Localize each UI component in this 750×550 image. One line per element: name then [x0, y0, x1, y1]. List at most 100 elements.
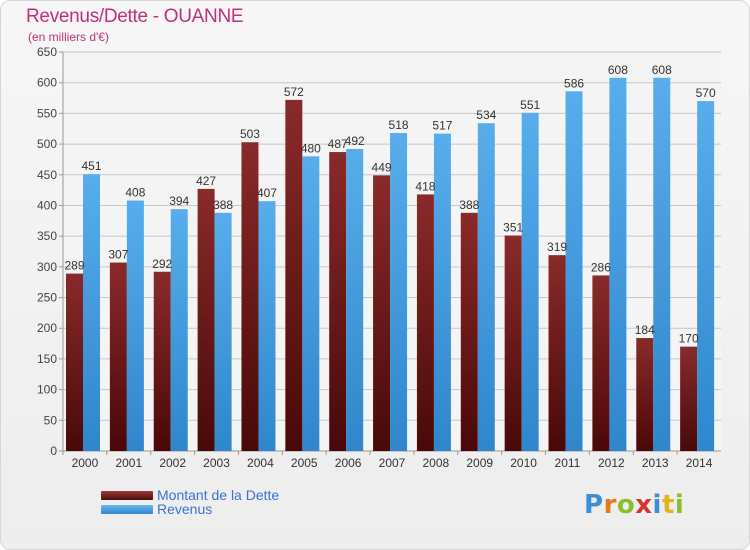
legend-label-dette: Montant de la Dette [157, 487, 280, 503]
x-tick-label-2000: 2000 [72, 456, 99, 470]
x-tick-label-2003: 2003 [203, 456, 230, 470]
data-label-dette-2014: 170 [679, 332, 699, 346]
x-tick-label-2012: 2012 [598, 456, 625, 470]
y-tick-label: 550 [37, 106, 57, 120]
data-label-dette-2013: 184 [635, 323, 655, 337]
bar-revenus-2014 [697, 101, 715, 451]
legend-swatch-revenus [101, 504, 153, 514]
bar-dette-2002 [153, 271, 171, 451]
data-label-revenus-2012: 608 [608, 63, 628, 77]
data-label-revenus-2007: 518 [389, 118, 409, 132]
bar-revenus-2007 [390, 133, 408, 451]
bar-revenus-2005 [302, 156, 320, 451]
data-label-dette-2005: 572 [284, 85, 304, 99]
bar-dette-2010 [504, 235, 522, 451]
y-tick-label: 50 [44, 413, 58, 427]
y-tick-label: 500 [37, 137, 57, 151]
x-tick-label-2001: 2001 [115, 456, 142, 470]
x-tick-label-2002: 2002 [159, 456, 186, 470]
data-label-revenus-2006: 492 [345, 134, 365, 148]
x-tick-label-2014: 2014 [686, 456, 713, 470]
x-tick-label-2013: 2013 [642, 456, 669, 470]
data-label-dette-2001: 307 [108, 248, 128, 262]
bar-revenus-2009 [477, 123, 495, 452]
bar-revenus-2013 [653, 77, 671, 451]
data-label-revenus-2001: 408 [125, 186, 145, 200]
bar-revenus-2000 [83, 174, 100, 451]
x-tick-label-2010: 2010 [510, 456, 537, 470]
y-tick-label: 250 [37, 291, 57, 305]
bar-revenus-2006 [346, 148, 364, 452]
x-tick-label-2007: 2007 [379, 456, 406, 470]
data-label-revenus-2010: 551 [520, 98, 540, 112]
legend-swatch-dette [101, 490, 153, 500]
bar-dette-2011 [548, 255, 566, 451]
bar-revenus-2002 [170, 209, 188, 451]
data-label-revenus-2000: 451 [81, 159, 101, 173]
data-label-revenus-2011: 586 [564, 76, 584, 90]
x-tick-label-2008: 2008 [423, 456, 450, 470]
y-tick-label: 350 [37, 229, 57, 243]
bar-dette-2008 [416, 194, 434, 452]
bar-dette-2007 [373, 175, 391, 452]
legend-item-dette: Montant de la Dette [101, 487, 279, 503]
data-label-dette-2012: 286 [591, 260, 611, 274]
bar-revenus-2008 [433, 133, 451, 451]
bar-dette-2003 [197, 188, 215, 451]
data-label-revenus-2003: 388 [213, 198, 233, 212]
y-tick-label: 650 [37, 45, 57, 59]
bar-revenus-2004 [258, 201, 276, 451]
data-label-dette-2006: 487 [328, 137, 348, 151]
y-tick-label: 0 [50, 444, 57, 458]
data-label-dette-2003: 427 [196, 174, 216, 188]
data-label-dette-2000: 289 [64, 259, 84, 273]
x-tick-label-2006: 2006 [335, 456, 362, 470]
y-tick-label: 400 [37, 198, 57, 212]
chart-subtitle: (en milliers d'€) [28, 30, 109, 44]
bar-revenus-2012 [609, 77, 627, 451]
data-label-dette-2010: 351 [503, 221, 523, 235]
legend-label-revenus: Revenus [157, 501, 213, 517]
y-tick-label: 300 [37, 260, 57, 274]
y-tick-label: 150 [37, 352, 57, 366]
data-label-revenus-2009: 534 [476, 108, 496, 122]
y-tick-label: 450 [37, 168, 57, 182]
legend-item-revenus: Revenus [101, 501, 212, 517]
y-tick-label: 100 [37, 383, 57, 397]
bar-revenus-2003 [214, 212, 232, 451]
x-tick-label-2004: 2004 [247, 456, 274, 470]
data-label-dette-2009: 388 [459, 198, 479, 212]
chart-title: Revenus/Dette - OUANNE [26, 6, 244, 27]
bar-dette-2014 [680, 346, 698, 451]
x-tick-label-2005: 2005 [291, 456, 318, 470]
y-tick-label: 600 [37, 76, 57, 90]
bar-revenus-2001 [126, 200, 144, 451]
data-label-dette-2008: 418 [415, 179, 435, 193]
data-label-dette-2004: 503 [240, 127, 260, 141]
bar-dette-2004 [241, 142, 259, 451]
bar-dette-2005 [285, 99, 303, 451]
bar-dette-2000 [66, 273, 83, 451]
data-label-revenus-2002: 394 [169, 194, 189, 208]
data-label-revenus-2008: 517 [432, 119, 452, 133]
bar-revenus-2011 [565, 91, 583, 451]
data-label-revenus-2005: 480 [301, 141, 321, 155]
x-tick-label-2009: 2009 [466, 456, 493, 470]
y-tick-label: 200 [37, 321, 57, 335]
bar-dette-2006 [329, 152, 347, 451]
data-label-dette-2002: 292 [152, 257, 172, 271]
data-label-revenus-2004: 407 [257, 186, 277, 200]
bar-dette-2012 [592, 275, 610, 451]
bar-revenus-2010 [521, 112, 539, 452]
bar-dette-2001 [109, 262, 127, 451]
data-label-revenus-2013: 608 [652, 63, 672, 77]
data-label-revenus-2014: 570 [696, 86, 716, 100]
bar-dette-2013 [636, 338, 654, 451]
x-tick-label-2011: 2011 [555, 456, 581, 470]
data-label-dette-2007: 449 [372, 160, 392, 174]
data-label-dette-2011: 319 [547, 240, 567, 254]
proxiti-logo: Proxiti [584, 490, 685, 520]
bar-dette-2009 [460, 212, 478, 451]
